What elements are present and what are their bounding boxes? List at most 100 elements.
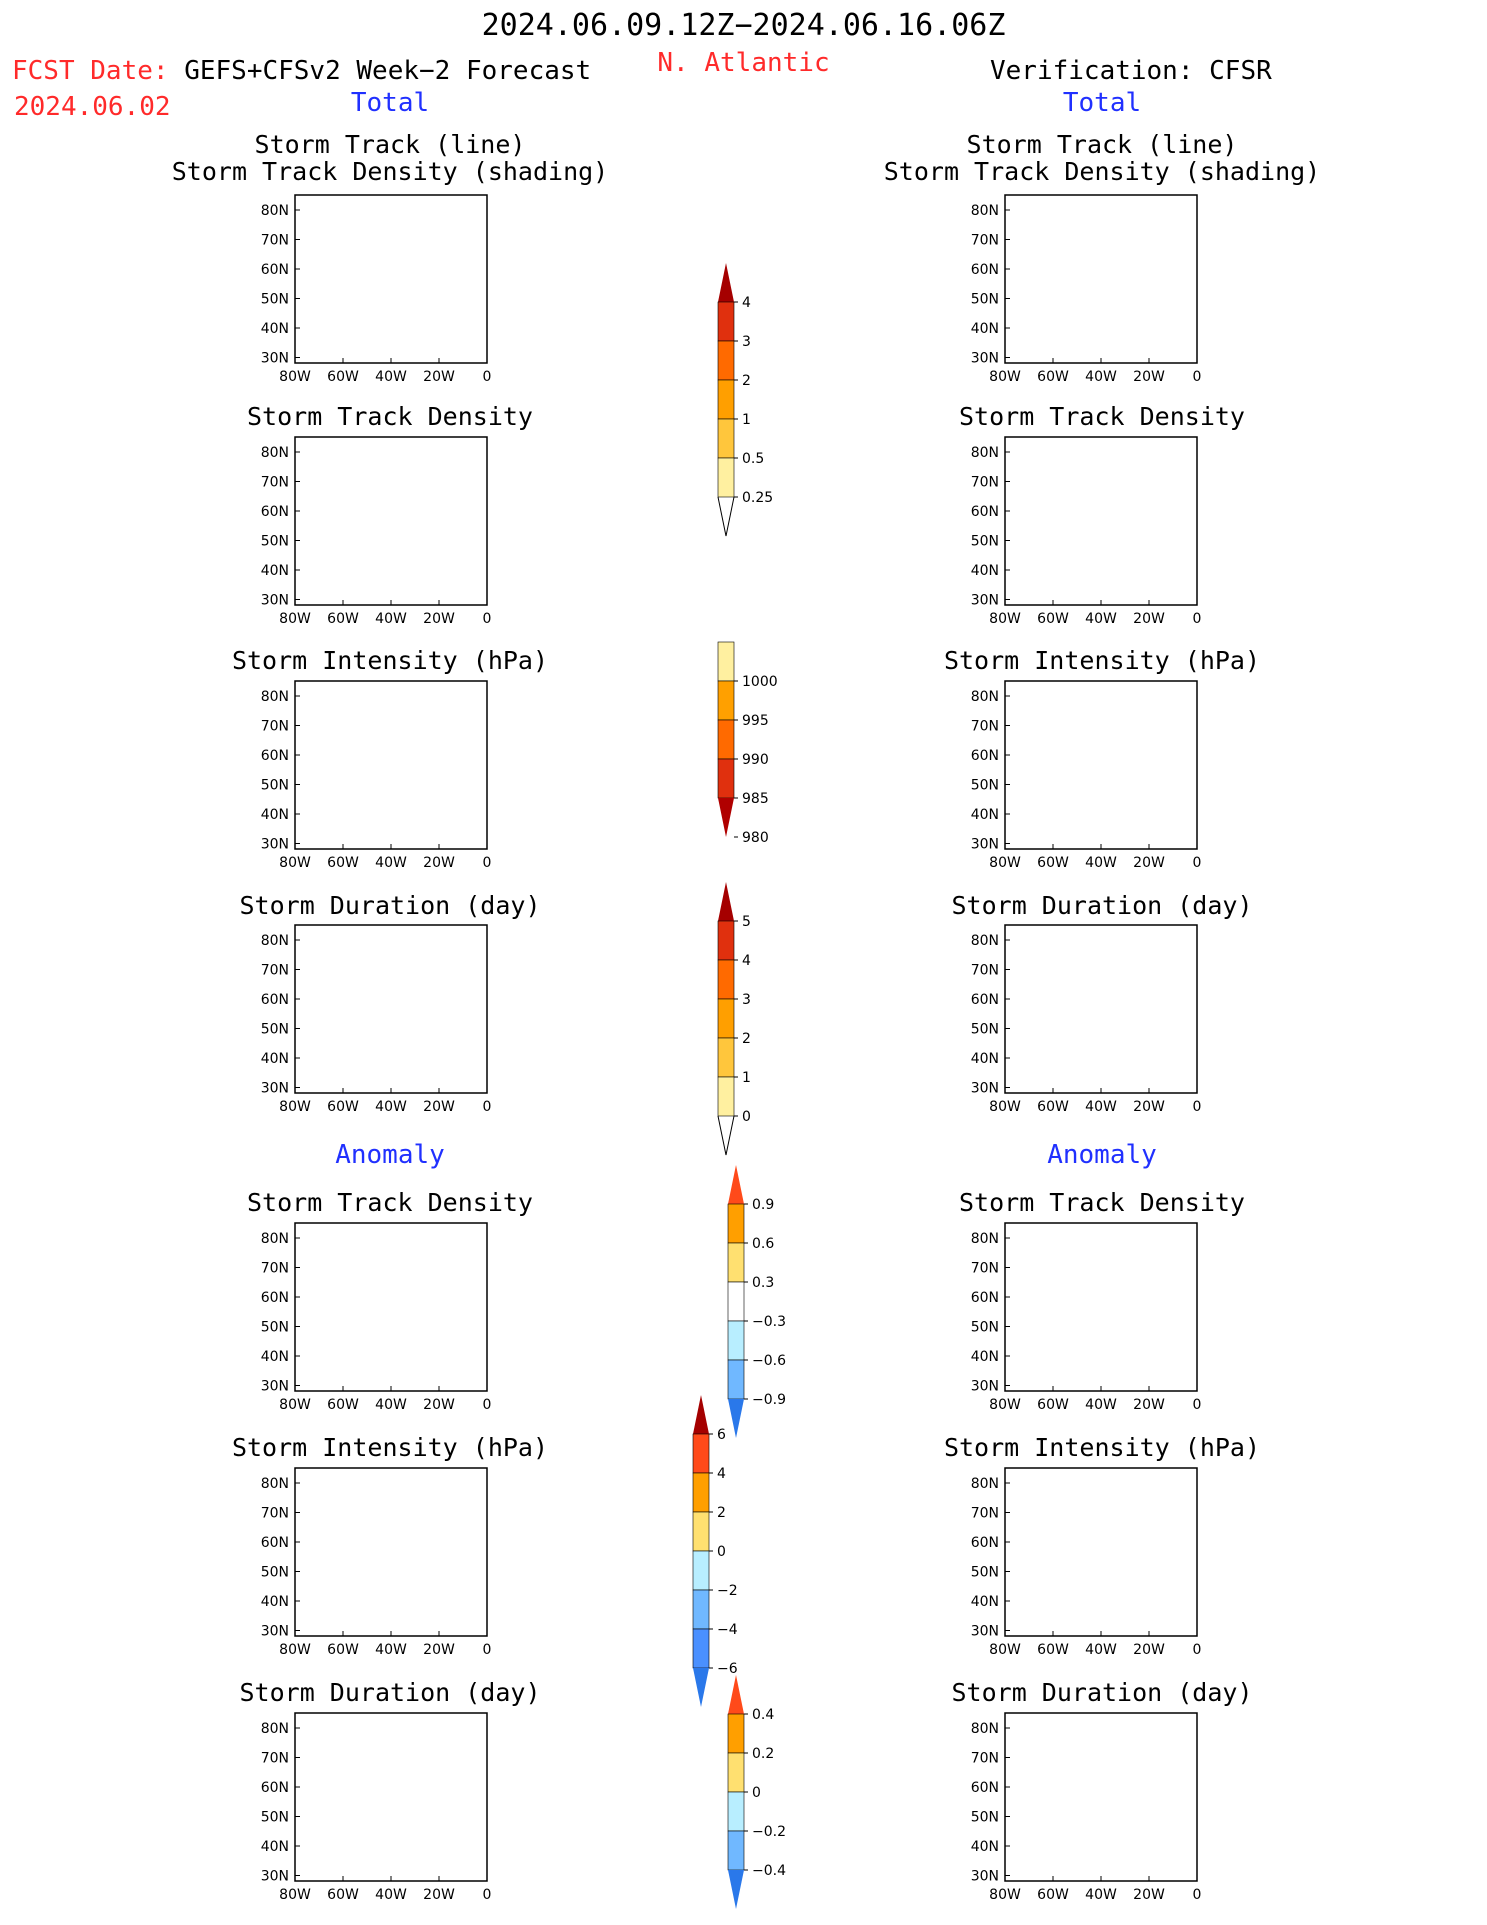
colorbar-segment bbox=[727, 1203, 745, 1244]
right-map-intensity-anom: 80N 70N 60N 50N 40N 30N 80W 60W 40W 20W 0 bbox=[971, 1467, 1202, 1658]
colorbar-label: 4 bbox=[742, 953, 751, 969]
x-tick-label: 60W bbox=[327, 1887, 359, 1903]
colorbar-segment bbox=[717, 418, 735, 459]
y-tick-label: 60N bbox=[971, 992, 999, 1008]
y-tick-label: 40N bbox=[971, 1051, 999, 1067]
colorbar-label: −0.9 bbox=[752, 1392, 786, 1408]
y-tick-label: 70N bbox=[261, 1751, 289, 1767]
y-tick-label: 50N bbox=[261, 1022, 289, 1038]
y-tick-label: 50N bbox=[971, 1565, 999, 1581]
colorbar-label: 0.3 bbox=[752, 1275, 774, 1291]
y-tick-label: 80N bbox=[971, 1476, 999, 1492]
left-duration-title: Storm Duration (day) bbox=[239, 891, 541, 920]
x-tick-label: 40W bbox=[375, 1887, 407, 1903]
x-tick-label: 40W bbox=[375, 1397, 407, 1413]
x-tick-label: 0 bbox=[483, 855, 492, 871]
colorbar-density: 4 3 2 1 0.5 0.25 bbox=[717, 263, 773, 537]
colorbar-label: 3 bbox=[742, 992, 751, 1008]
right-map-duration-anom: 80N 70N 60N 50N 40N 30N 80W 60W 40W 20W 0 bbox=[971, 1712, 1201, 1903]
right-anomaly-header: Anomaly bbox=[1047, 1140, 1157, 1170]
y-tick-label: 70N bbox=[261, 719, 289, 735]
x-tick-label: 60W bbox=[1037, 1099, 1069, 1115]
x-tick-label: 0 bbox=[1193, 1642, 1202, 1658]
x-tick-label: 0 bbox=[1193, 611, 1202, 627]
colorbar-segment bbox=[717, 680, 735, 721]
left-intensity-anom-title: Storm Intensity (hPa) bbox=[231, 1433, 549, 1462]
y-tick-label: 30N bbox=[261, 351, 289, 367]
x-tick-label: 20W bbox=[423, 855, 455, 871]
y-tick-label: 40N bbox=[261, 1839, 289, 1855]
y-tick-label: 70N bbox=[971, 475, 999, 491]
colorbar-segment bbox=[727, 1752, 745, 1793]
x-tick-label: 80W bbox=[279, 855, 311, 871]
y-tick-label: 30N bbox=[971, 351, 999, 367]
colorbar-segment bbox=[717, 920, 735, 961]
x-tick-label: 40W bbox=[1085, 855, 1117, 871]
y-tick-label: 50N bbox=[261, 1810, 289, 1826]
x-tick-label: 20W bbox=[1133, 1099, 1165, 1115]
fcst-label: FCST Date: bbox=[12, 56, 169, 86]
colorbar-bottom-arrow bbox=[693, 1668, 709, 1707]
x-tick-label: 20W bbox=[423, 1397, 455, 1413]
x-tick-label: 20W bbox=[1133, 369, 1165, 385]
colorbar-segment bbox=[717, 457, 735, 498]
y-tick-label: 80N bbox=[971, 203, 999, 219]
y-tick-label: 70N bbox=[971, 1261, 999, 1277]
x-tick-label: 40W bbox=[1085, 611, 1117, 627]
y-tick-label: 50N bbox=[261, 1320, 289, 1336]
right-duration-title: Storm Duration (day) bbox=[951, 891, 1253, 920]
colorbar-label: −2 bbox=[717, 1583, 738, 1599]
colorbar-label: 995 bbox=[742, 713, 769, 729]
x-tick-label: 0 bbox=[1193, 1099, 1202, 1115]
colorbar-label: 0.6 bbox=[752, 1236, 774, 1252]
colorbar-bottom-arrow bbox=[728, 1399, 744, 1438]
left-map-track: 80N 70N 60N 50N 40N 30N 80W 60W 40W 20W 0 bbox=[261, 194, 492, 385]
y-tick-label: 70N bbox=[261, 1261, 289, 1277]
colorbar-label: 0.2 bbox=[752, 1746, 774, 1762]
colorbar-duration-anom: 0.4 0.2 0 −0.2 −0.4 bbox=[727, 1675, 786, 1909]
colorbar-label: −4 bbox=[717, 1622, 738, 1638]
colorbar-label: 2 bbox=[742, 1031, 751, 1047]
colorbar-label: 980 bbox=[742, 830, 769, 846]
y-tick-label: 80N bbox=[261, 933, 289, 949]
y-tick-label: 40N bbox=[971, 1839, 999, 1855]
colorbar-segment bbox=[727, 1713, 745, 1754]
y-tick-label: 50N bbox=[971, 292, 999, 308]
y-tick-label: 40N bbox=[971, 563, 999, 579]
y-tick-label: 50N bbox=[261, 534, 289, 550]
colorbar-label: 0 bbox=[717, 1544, 726, 1560]
y-tick-label: 30N bbox=[261, 593, 289, 609]
y-tick-label: 70N bbox=[971, 1506, 999, 1522]
y-tick-label: 30N bbox=[971, 593, 999, 609]
x-tick-label: 60W bbox=[327, 1642, 359, 1658]
x-tick-label: 40W bbox=[375, 1099, 407, 1115]
left-map-intensity: 80N 70N 60N 50N 40N 30N 80W 60W 40W 20W 0 bbox=[261, 680, 492, 871]
x-tick-label: 60W bbox=[1037, 1642, 1069, 1658]
y-tick-label: 80N bbox=[261, 445, 289, 461]
y-tick-label: 70N bbox=[971, 719, 999, 735]
x-tick-label: 20W bbox=[1133, 1642, 1165, 1658]
right-total-header: Total bbox=[1062, 88, 1142, 118]
colorbar-label: 6 bbox=[717, 1427, 726, 1443]
y-tick-label: 30N bbox=[261, 1869, 289, 1885]
colorbar-segment bbox=[692, 1589, 710, 1630]
colorbar-segment bbox=[717, 340, 735, 381]
fcst-date-label: FCST Date: GEFS+CFSv2 Week−2 Forecast bbox=[12, 56, 591, 86]
y-tick-label: 30N bbox=[971, 1081, 999, 1097]
y-tick-label: 70N bbox=[261, 475, 289, 491]
x-tick-label: 0 bbox=[483, 1887, 492, 1903]
y-tick-label: 30N bbox=[261, 1081, 289, 1097]
right-map-density-anom: 80N 70N 60N 50N 40N 30N 80W 60W 40W 20W 0 bbox=[971, 1222, 1201, 1413]
colorbar-label: −0.6 bbox=[752, 1353, 786, 1369]
x-tick-label: 40W bbox=[1085, 1099, 1117, 1115]
y-tick-label: 30N bbox=[971, 1379, 999, 1395]
x-tick-label: 0 bbox=[483, 369, 492, 385]
y-tick-label: 30N bbox=[261, 837, 289, 853]
y-tick-label: 50N bbox=[971, 778, 999, 794]
x-tick-label: 80W bbox=[989, 1642, 1021, 1658]
y-tick-label: 50N bbox=[261, 778, 289, 794]
x-tick-label: 80W bbox=[279, 1099, 311, 1115]
colorbar-label: 4 bbox=[742, 295, 751, 311]
x-tick-label: 20W bbox=[423, 1099, 455, 1115]
